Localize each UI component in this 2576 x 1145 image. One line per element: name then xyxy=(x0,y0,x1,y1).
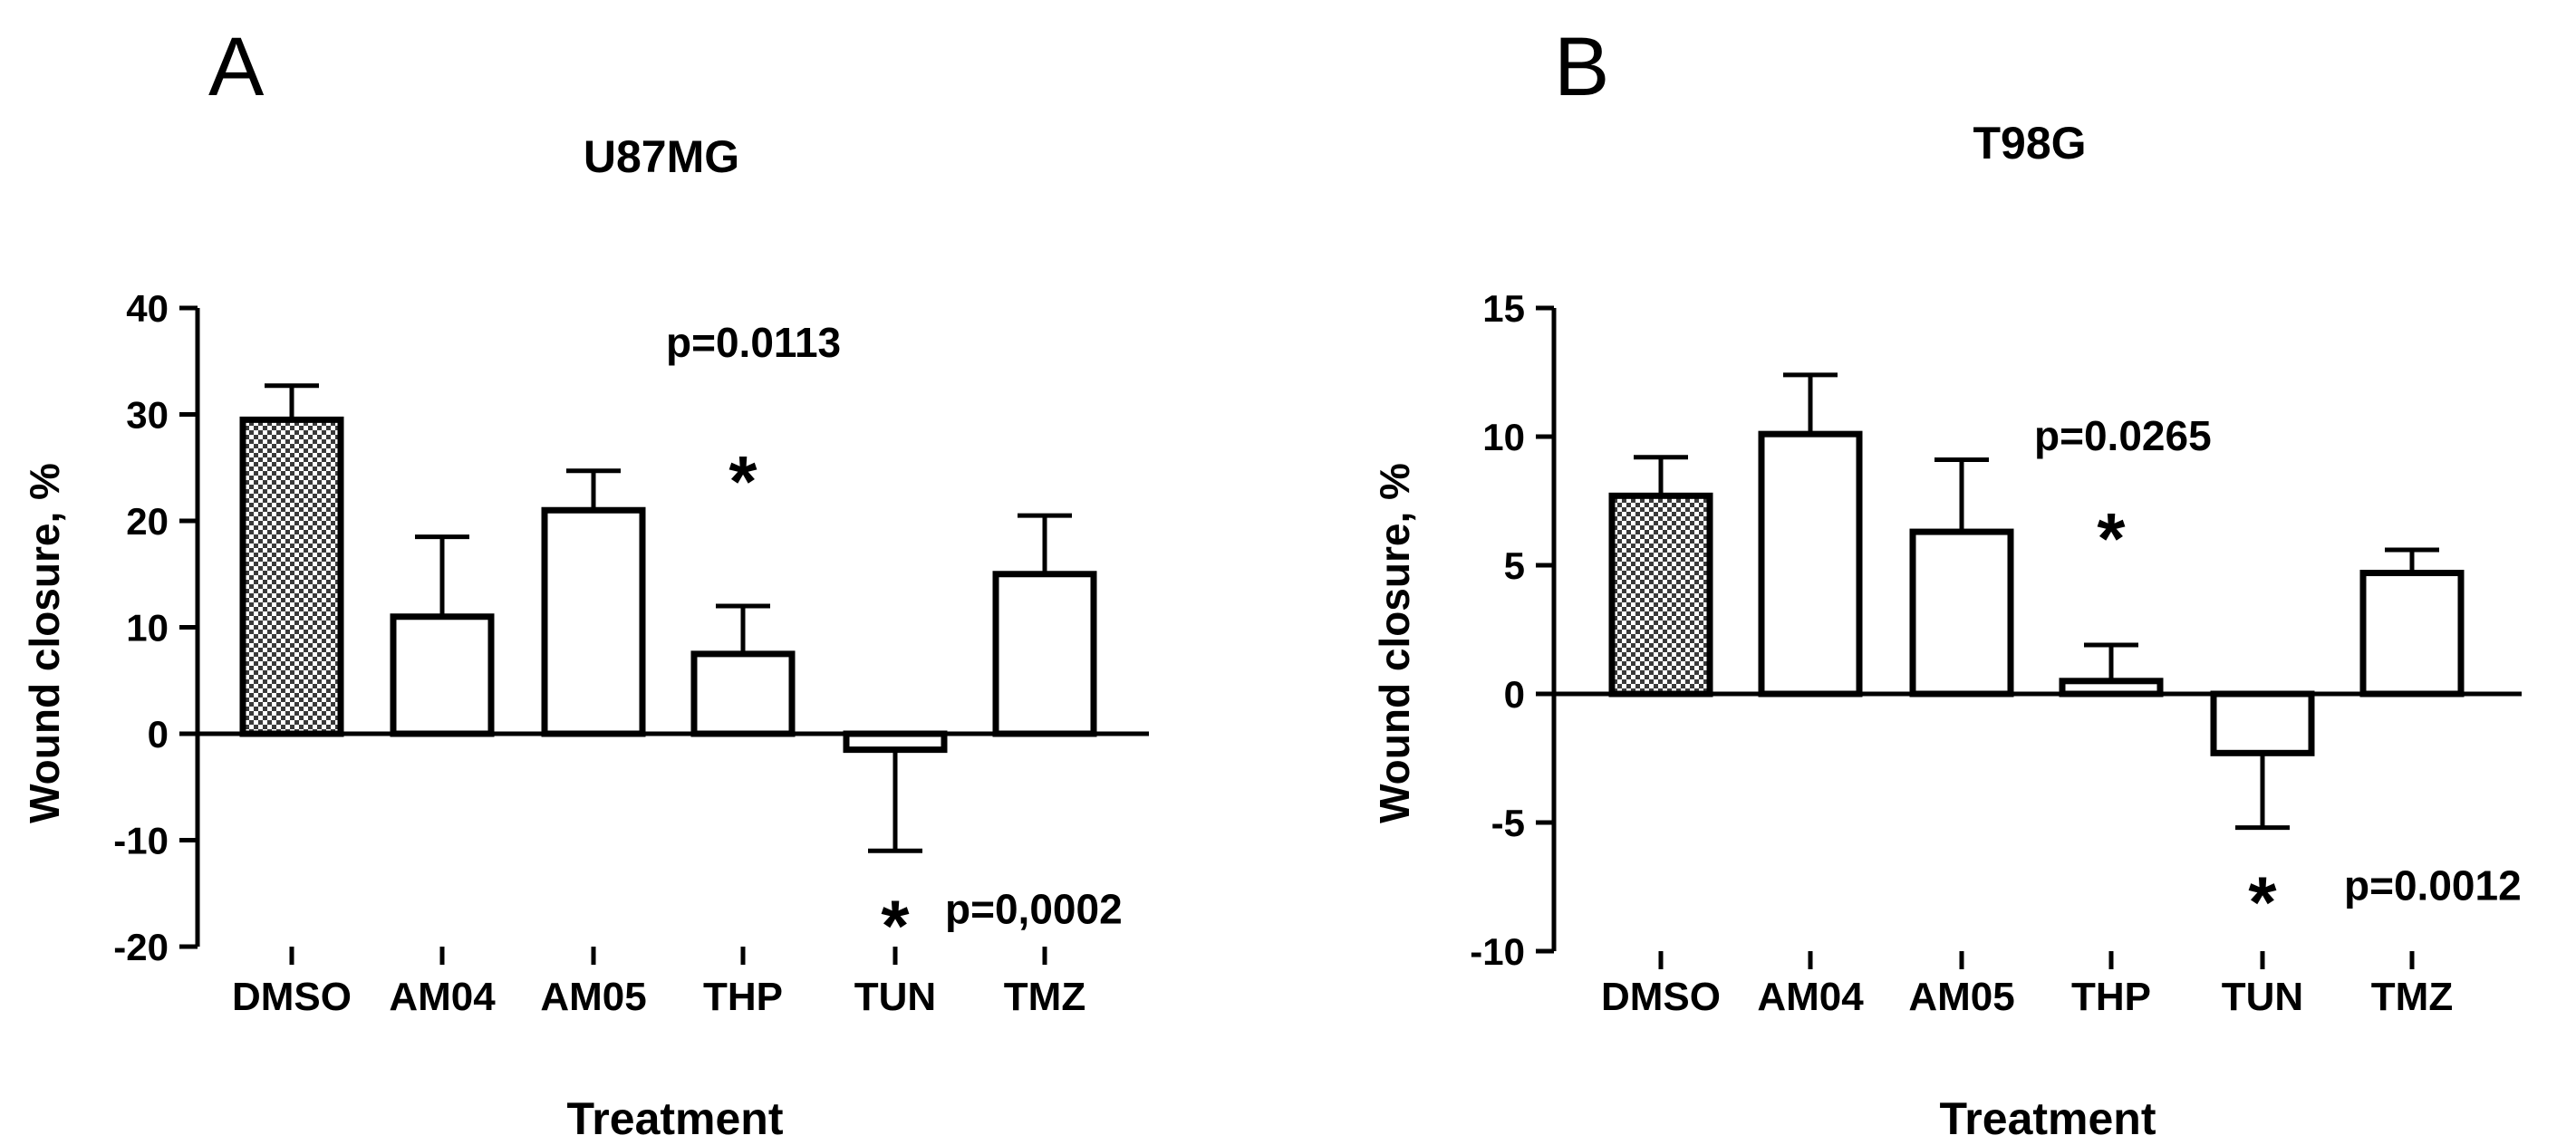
y-tick-label: -20 xyxy=(113,926,169,968)
category-label: THP xyxy=(703,975,783,1019)
category-label: AM05 xyxy=(1908,975,2014,1019)
bar-thp xyxy=(2059,678,2164,698)
category-label: AM05 xyxy=(540,975,646,1019)
bar-tun xyxy=(843,730,948,754)
category-label: TMZ xyxy=(1004,975,1085,1019)
x-axis-label: Treatment xyxy=(1940,1093,2156,1144)
panel-a: A U87MG Wound closure, % Treatment 40 30 2… xyxy=(21,21,1149,1144)
bar-thp xyxy=(690,650,796,737)
y-tick-label: 0 xyxy=(148,713,169,755)
panel-letter: A xyxy=(208,21,265,113)
bar-am05 xyxy=(1909,528,2014,698)
y-tick-label: 30 xyxy=(126,394,169,437)
category-label: DMSO xyxy=(1601,975,1721,1019)
category-label: TUN xyxy=(854,975,936,1019)
x-axis-label: Treatment xyxy=(567,1093,784,1144)
category-label: AM04 xyxy=(1757,975,1864,1019)
category-label: THP xyxy=(2071,975,2151,1019)
y-tick-label: -5 xyxy=(1491,802,1525,844)
y-tick-label: 15 xyxy=(1482,287,1525,330)
p-value-label: p=0,0002 xyxy=(945,885,1123,932)
panel-b: B T98G Wound closure, % Treatment 15 10 5 0… xyxy=(1371,21,2522,1144)
y-tick-label: -10 xyxy=(1470,930,1525,973)
bar-tun xyxy=(2210,690,2315,756)
y-tick-label: 10 xyxy=(1482,416,1525,458)
y-tick-label: -10 xyxy=(113,820,169,862)
y-tick-label: 40 xyxy=(126,287,169,330)
y-axis-label: Wound closure, % xyxy=(1371,463,1418,823)
panel-letter: B xyxy=(1554,21,1609,113)
significance-star: * xyxy=(2248,862,2277,943)
p-value-label: p=0.0012 xyxy=(2344,862,2522,909)
category-label: TMZ xyxy=(2371,975,2453,1019)
bar-dmso xyxy=(239,416,344,737)
chart-title: U87MG xyxy=(584,131,739,182)
bar-tmz xyxy=(2359,570,2465,698)
p-value-label: p=0.0113 xyxy=(666,319,841,366)
significance-star: * xyxy=(881,885,910,966)
bar-am04 xyxy=(390,613,495,737)
y-tick-label: 5 xyxy=(1504,544,1525,587)
y-axis-label: Wound closure, % xyxy=(21,463,68,823)
bar-am04 xyxy=(1758,430,1863,698)
category-label: TUN xyxy=(2222,975,2303,1019)
bar-tmz xyxy=(992,571,1097,737)
category-label: DMSO xyxy=(232,975,352,1019)
significance-star: * xyxy=(2097,498,2126,579)
p-value-label: p=0.0265 xyxy=(2034,412,2212,459)
chart-title: T98G xyxy=(1973,118,2086,168)
bar-dmso xyxy=(1608,492,1713,698)
y-tick-label: 0 xyxy=(1504,673,1525,716)
y-tick-label: 20 xyxy=(126,500,169,543)
y-tick-label: 10 xyxy=(126,607,169,649)
bar-am05 xyxy=(541,506,646,737)
category-label: AM04 xyxy=(389,975,496,1019)
significance-star: * xyxy=(728,441,757,522)
